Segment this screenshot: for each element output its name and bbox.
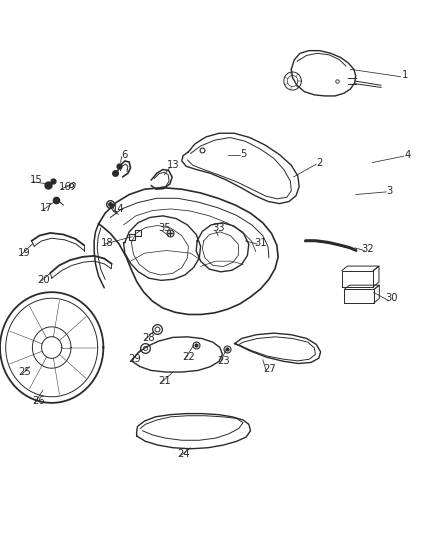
Text: 14: 14 (112, 205, 124, 214)
Text: 28: 28 (143, 334, 155, 343)
Text: 24: 24 (178, 449, 190, 459)
Text: 16: 16 (58, 182, 71, 192)
Text: 19: 19 (18, 248, 31, 258)
Text: 18: 18 (101, 238, 113, 247)
Text: 1: 1 (402, 70, 408, 79)
Text: 35: 35 (159, 223, 171, 233)
Text: 15: 15 (29, 175, 42, 185)
Text: 4: 4 (404, 150, 410, 159)
Text: 26: 26 (32, 396, 45, 406)
Text: 17: 17 (39, 204, 53, 213)
Text: 27: 27 (263, 364, 276, 374)
Text: 22: 22 (182, 352, 195, 362)
Text: 6: 6 (122, 150, 128, 159)
Text: 23: 23 (217, 357, 230, 366)
Text: 30: 30 (386, 294, 398, 303)
Text: 2: 2 (317, 158, 323, 167)
Text: 13: 13 (167, 160, 179, 170)
Text: 29: 29 (128, 354, 141, 364)
Text: 5: 5 (240, 149, 246, 158)
Text: 33: 33 (213, 223, 225, 233)
Text: 25: 25 (18, 367, 32, 377)
Text: 20: 20 (38, 275, 50, 285)
Text: 21: 21 (158, 376, 171, 386)
Text: 31: 31 (255, 238, 267, 247)
Text: 3: 3 (387, 186, 393, 196)
Text: 32: 32 (362, 244, 374, 254)
